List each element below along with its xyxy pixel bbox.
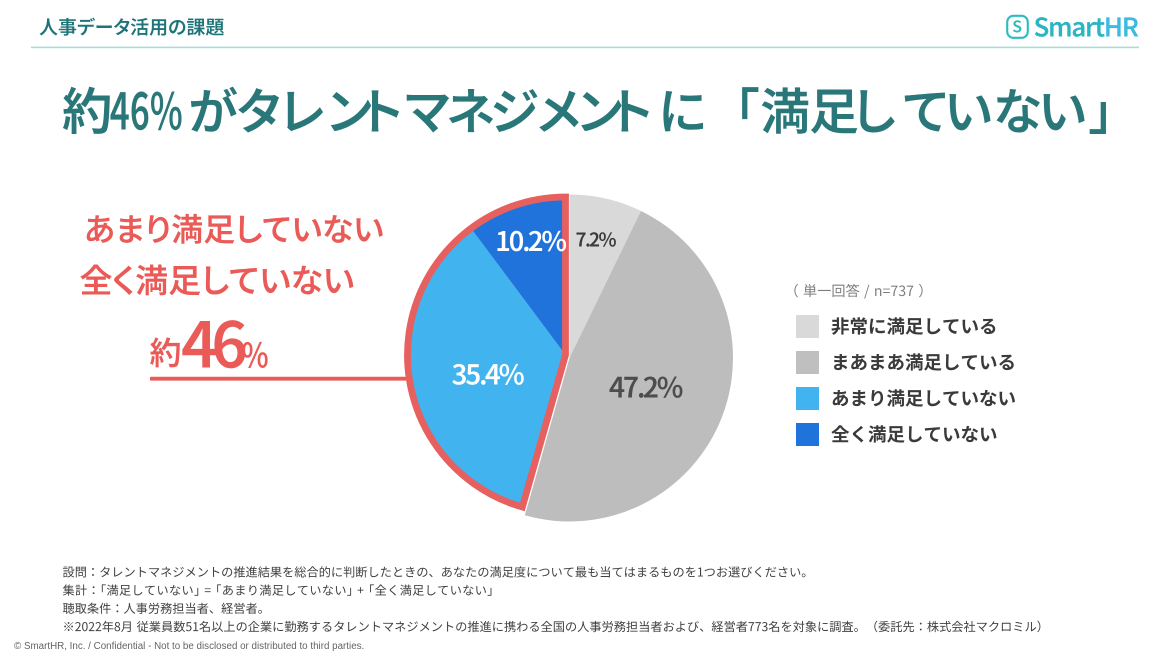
svg-text:© SmartHR, Inc. / Confidential: © SmartHR, Inc. / Confidential - Not to … — [14, 641, 364, 652]
